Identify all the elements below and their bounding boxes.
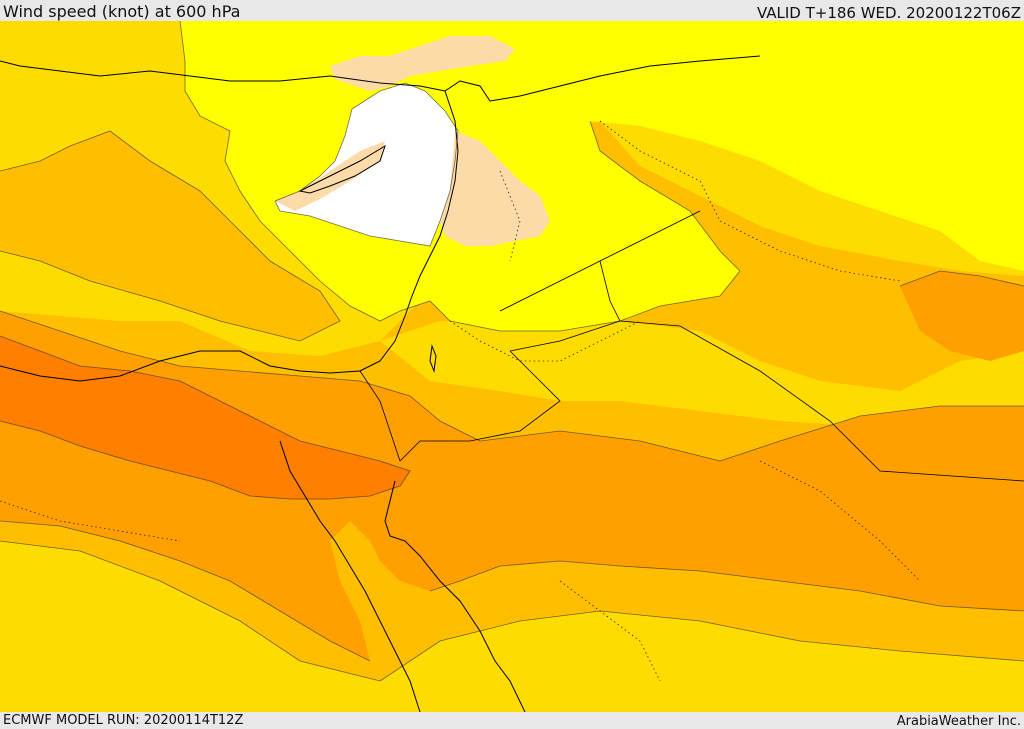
credit: ArabiaWeather Inc. <box>896 714 1021 729</box>
valid-time: VALID T+186 WED. 20200122T06Z <box>756 4 1021 22</box>
turkey-coast <box>0 55 761 102</box>
contour-lines <box>0 21 1024 682</box>
red-sea-west <box>279 440 421 712</box>
cyprus <box>298 144 386 194</box>
borders <box>0 120 921 682</box>
wind-speed-map <box>0 21 1024 712</box>
levant-coast <box>359 90 459 372</box>
wind-band-gold-west <box>0 131 340 341</box>
map-title: Wind speed (knot) at 600 hPa <box>3 2 241 21</box>
coastlines <box>0 55 761 712</box>
wind-band-dark-orange <box>0 336 410 499</box>
egypt-coast <box>0 350 361 382</box>
wind-band-peach-levant <box>440 131 550 246</box>
wind-band-yellow-orange-east <box>380 321 1024 426</box>
dead-sea <box>429 344 437 373</box>
wind-band-yellow-orange-south <box>0 541 1024 712</box>
wind-band-peach-anatolia <box>330 36 515 91</box>
solid-borders <box>359 210 1024 482</box>
header-bar: Wind speed (knot) at 600 hPa VALID T+186… <box>0 0 1024 22</box>
red-sea-east <box>384 480 526 712</box>
model-run: ECMWF MODEL RUN: 20200114T12Z <box>3 713 244 728</box>
wind-band-orange <box>0 311 1024 661</box>
wind-band-orange-east <box>900 271 1024 361</box>
footer-bar: ECMWF MODEL RUN: 20200114T12Z ArabiaWeat… <box>0 712 1024 729</box>
